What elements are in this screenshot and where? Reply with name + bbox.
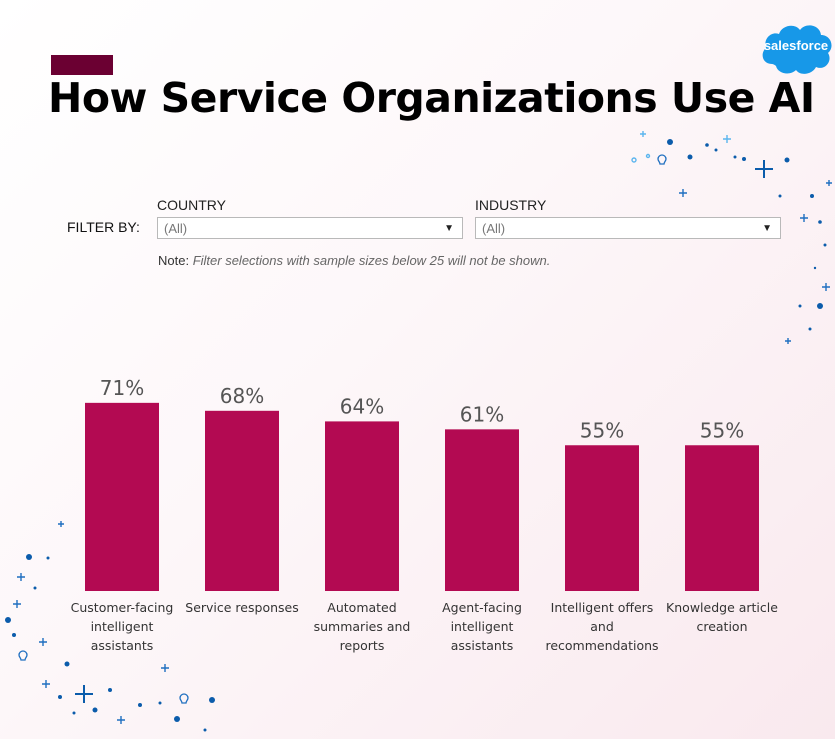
category-label: Customer-facing [71, 600, 174, 615]
category-label: Knowledge article [666, 600, 778, 615]
category-label: and [590, 619, 614, 634]
dropdown-arrow-icon: ▼ [444, 223, 454, 234]
country-filter-label: COUNTRY [157, 197, 226, 213]
category-label: intelligent [91, 619, 154, 634]
salesforce-cloud-logo-icon[interactable] [758, 20, 834, 78]
category-label: assistants [451, 638, 514, 653]
country-filter-dropdown[interactable]: (All) ▼ [157, 217, 463, 239]
bar-4[interactable] [565, 445, 639, 591]
bar-value-label: 68% [220, 384, 264, 408]
category-label: assistants [91, 638, 154, 653]
category-label: Automated [327, 600, 396, 615]
industry-filter-value: (All) [482, 221, 506, 236]
bar-0[interactable] [85, 402, 159, 591]
country-filter-value: (All) [164, 221, 188, 236]
bar-1[interactable] [205, 410, 279, 591]
filter-note: Note: Filter selections with sample size… [158, 253, 550, 268]
category-label: intelligent [451, 619, 514, 634]
category-label: recommendations [545, 638, 658, 653]
industry-filter-dropdown[interactable]: (All) ▼ [475, 217, 781, 239]
bar-value-label: 61% [460, 402, 504, 426]
category-label: Agent-facing [442, 600, 522, 615]
category-label: summaries and [314, 619, 411, 634]
note-text: Filter selections with sample sizes belo… [192, 253, 551, 268]
category-label: Service responses [185, 600, 298, 615]
title-accent-bar [51, 55, 113, 75]
category-label: reports [340, 638, 385, 653]
category-label: Intelligent offers [551, 600, 654, 615]
bar-value-label: 64% [340, 394, 384, 418]
page-title: How Service Organizations Use AI [48, 74, 815, 122]
category-label: creation [696, 619, 747, 634]
filter-by-label: FILTER BY: [67, 219, 140, 235]
bar-5[interactable] [685, 445, 759, 591]
bar-3[interactable] [445, 429, 519, 591]
bar-value-label: 55% [580, 418, 624, 442]
salesforce-logo-text: salesforce [763, 38, 829, 53]
dropdown-arrow-icon: ▼ [762, 223, 772, 234]
bar-value-label: 55% [700, 418, 744, 442]
bar-value-label: 71% [100, 376, 144, 400]
bar-2[interactable] [325, 421, 399, 591]
industry-filter-label: INDUSTRY [475, 197, 547, 213]
note-label: Note: [158, 253, 190, 268]
